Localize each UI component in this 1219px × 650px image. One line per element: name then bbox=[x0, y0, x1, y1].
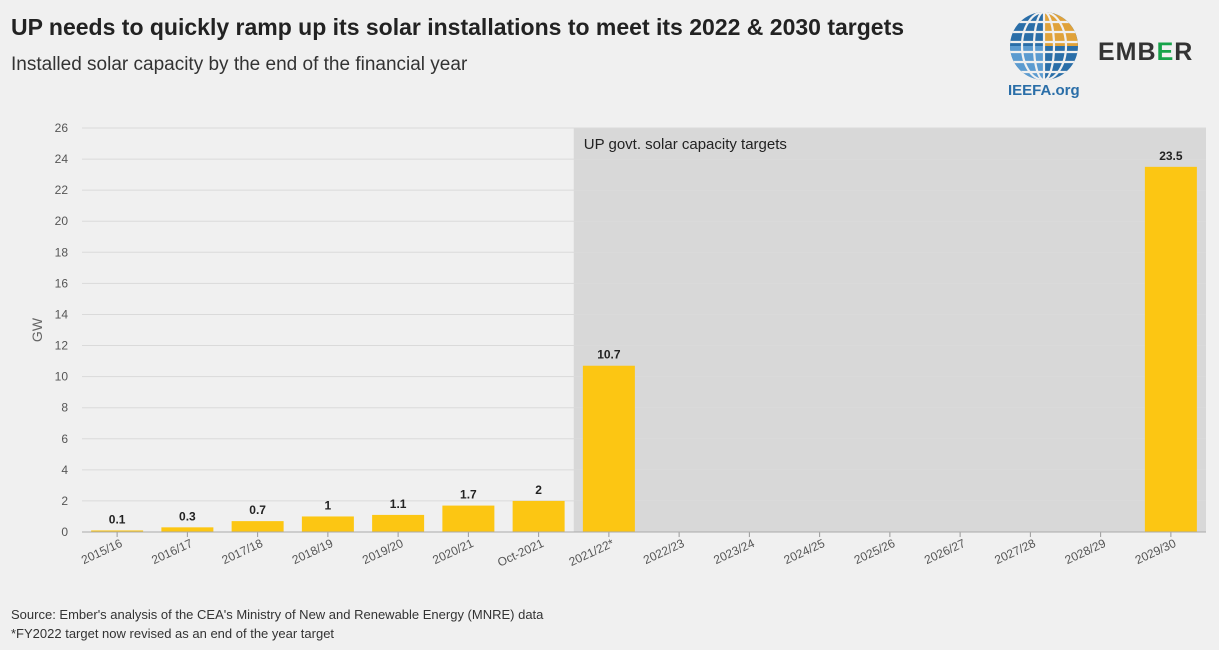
x-tick-label: 2029/30 bbox=[1133, 536, 1179, 567]
x-tick-label: 2026/27 bbox=[922, 536, 968, 567]
revision-note: *FY2022 target now revised as an end of … bbox=[11, 626, 335, 641]
chart-subtitle: Installed solar capacity by the end of t… bbox=[11, 54, 468, 75]
x-tick-label: Oct-2021 bbox=[495, 536, 546, 570]
y-tick-label: 8 bbox=[61, 401, 68, 415]
x-tick-label: 2015/16 bbox=[79, 536, 125, 567]
data-label: 1.1 bbox=[390, 497, 407, 511]
bar-2016-17 bbox=[161, 527, 214, 532]
x-tick-label: 2016/17 bbox=[149, 536, 195, 567]
y-tick-label: 12 bbox=[55, 339, 69, 353]
x-tick-label: 2021/22* bbox=[567, 536, 617, 569]
x-tick-label: 2023/24 bbox=[711, 536, 757, 567]
x-tick-label: 2027/28 bbox=[992, 536, 1038, 567]
y-tick-label: 24 bbox=[55, 152, 69, 166]
ember-logo-prefix: EMB bbox=[1098, 38, 1157, 66]
data-label: 2 bbox=[535, 483, 542, 497]
target-region bbox=[573, 128, 1206, 532]
ember-logo: EMBER bbox=[1098, 38, 1193, 67]
data-label: 0.1 bbox=[109, 512, 126, 526]
y-tick-label: 16 bbox=[55, 276, 69, 290]
bar-2017-18 bbox=[231, 521, 284, 532]
data-label: 0.7 bbox=[249, 503, 266, 517]
y-tick-label: 14 bbox=[55, 307, 69, 321]
x-tick-label: 2020/21 bbox=[430, 536, 476, 567]
bar-2020-21 bbox=[442, 505, 495, 532]
y-axis-label: GW bbox=[29, 317, 45, 342]
x-tick-label: 2028/29 bbox=[1063, 536, 1109, 567]
y-tick-label: 22 bbox=[55, 183, 69, 197]
y-tick-label: 0 bbox=[61, 525, 68, 539]
data-label: 0.3 bbox=[179, 509, 196, 523]
ieefa-globe-logo bbox=[1010, 12, 1078, 80]
y-tick-label: 4 bbox=[61, 463, 68, 477]
target-region-label: UP govt. solar capacity targets bbox=[584, 136, 787, 153]
y-tick-label: 26 bbox=[55, 121, 69, 135]
bar-2019-20 bbox=[372, 514, 425, 532]
data-label: 1.7 bbox=[460, 488, 477, 502]
ieefa-logo-text: IEEFA.org bbox=[1008, 82, 1080, 99]
bar-2015-16 bbox=[91, 530, 144, 532]
x-tick-label: 2022/23 bbox=[641, 536, 687, 567]
data-label: 10.7 bbox=[597, 348, 621, 362]
y-tick-label: 10 bbox=[55, 370, 69, 384]
y-tick-label: 6 bbox=[61, 432, 68, 446]
data-label: 23.5 bbox=[1159, 149, 1183, 163]
bar-Oct-2021 bbox=[512, 500, 565, 532]
x-tick-label: 2017/18 bbox=[220, 536, 266, 567]
x-tick-label: 2024/25 bbox=[782, 536, 828, 567]
source-note: Source: Ember's analysis of the CEA's Mi… bbox=[11, 607, 544, 622]
x-tick-label: 2019/20 bbox=[360, 536, 406, 567]
ember-logo-suffix: R bbox=[1174, 38, 1194, 66]
bar-2018-19 bbox=[301, 516, 354, 532]
data-label: 1 bbox=[325, 498, 332, 512]
x-tick-label: 2025/26 bbox=[852, 536, 898, 567]
chart-title: UP needs to quickly ramp up its solar in… bbox=[11, 14, 905, 40]
y-tick-label: 20 bbox=[55, 214, 69, 228]
y-tick-label: 2 bbox=[61, 494, 68, 508]
x-tick-label: 2018/19 bbox=[290, 536, 336, 567]
bar-2021-22- bbox=[582, 365, 635, 532]
bar-2029-30 bbox=[1144, 166, 1197, 532]
y-tick-label: 18 bbox=[55, 245, 69, 259]
ember-logo-mid: E bbox=[1156, 38, 1175, 66]
